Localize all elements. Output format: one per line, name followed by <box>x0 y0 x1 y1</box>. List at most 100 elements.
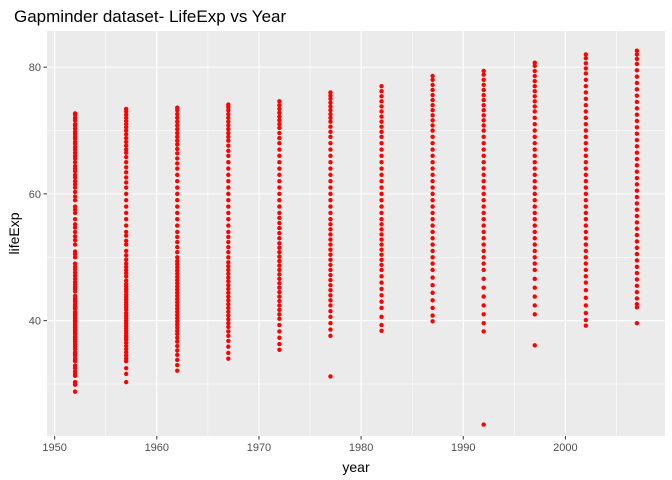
data-point <box>328 93 333 98</box>
data-point <box>226 217 231 222</box>
data-point <box>277 159 282 165</box>
data-point <box>72 172 78 178</box>
data-point <box>226 172 231 178</box>
data-point <box>634 99 640 105</box>
data-point <box>481 134 486 140</box>
data-point <box>583 115 589 121</box>
data-point <box>583 185 589 190</box>
data-point <box>634 68 640 73</box>
data-point <box>226 123 231 128</box>
data-point <box>379 257 384 263</box>
data-point <box>277 135 282 141</box>
data-point <box>481 82 486 88</box>
data-point <box>379 89 384 94</box>
data-point <box>123 278 129 283</box>
data-point <box>175 325 180 330</box>
data-point <box>72 369 78 374</box>
data-point <box>277 210 282 216</box>
data-point <box>634 156 640 162</box>
data-point <box>72 159 78 165</box>
data-point <box>634 131 640 136</box>
data-point <box>72 182 78 187</box>
data-point <box>123 128 129 133</box>
data-point <box>226 204 231 209</box>
data-point <box>328 242 333 247</box>
data-point <box>532 140 537 146</box>
data-point <box>379 286 384 292</box>
data-point <box>277 249 282 255</box>
data-point <box>226 305 231 311</box>
data-point <box>379 314 384 320</box>
data-point <box>379 179 384 184</box>
data-point <box>123 346 129 352</box>
data-point <box>175 234 180 240</box>
data-point <box>634 118 640 124</box>
data-point <box>328 115 333 121</box>
data-point <box>123 159 129 165</box>
data-point <box>175 204 180 209</box>
data-point <box>532 261 537 266</box>
data-point <box>430 92 435 98</box>
data-point <box>634 137 640 143</box>
data-point <box>175 119 180 124</box>
data-point <box>226 294 231 299</box>
data-point <box>379 217 384 222</box>
data-point <box>328 159 333 165</box>
data-point <box>634 270 640 276</box>
data-point <box>226 239 231 245</box>
data-point <box>481 179 486 184</box>
data-point <box>583 102 589 108</box>
data-point <box>532 198 537 203</box>
data-point <box>328 282 333 288</box>
data-point <box>175 191 180 197</box>
data-point <box>226 210 231 216</box>
data-point <box>175 146 180 152</box>
data-point <box>123 135 129 141</box>
data-point <box>277 276 282 282</box>
data-point <box>379 129 384 134</box>
data-point <box>379 172 384 178</box>
data-point <box>532 147 537 152</box>
data-point <box>481 320 486 326</box>
data-point <box>175 274 180 280</box>
data-point <box>481 191 486 197</box>
data-point <box>430 305 435 311</box>
data-point <box>72 153 78 159</box>
data-point <box>277 166 282 171</box>
data-point <box>532 179 537 184</box>
data-point <box>481 242 486 247</box>
data-point <box>379 227 384 232</box>
data-point <box>430 319 435 324</box>
data-point <box>481 77 486 83</box>
data-point <box>277 191 282 197</box>
data-point <box>123 292 129 297</box>
data-point <box>123 248 129 254</box>
data-point <box>532 294 537 299</box>
data-point <box>277 225 282 231</box>
data-point <box>72 185 78 190</box>
data-point <box>532 115 537 121</box>
data-point <box>583 236 589 241</box>
data-point <box>226 286 231 292</box>
data-point <box>481 128 486 133</box>
data-point <box>277 172 282 178</box>
data-point <box>379 322 384 328</box>
data-point <box>583 323 589 328</box>
data-point <box>379 267 384 273</box>
data-point <box>532 99 537 104</box>
data-point <box>328 303 333 308</box>
data-point <box>123 340 129 346</box>
data-point <box>175 134 180 140</box>
data-point <box>481 236 486 241</box>
data-point <box>481 185 486 190</box>
data-point <box>72 179 78 184</box>
data-point <box>72 249 78 254</box>
data-point <box>532 128 537 133</box>
data-point <box>226 134 231 140</box>
data-point <box>532 276 537 282</box>
data-point <box>481 92 486 98</box>
data-point <box>277 285 282 290</box>
data-point <box>72 222 78 227</box>
data-point <box>481 118 486 123</box>
data-point <box>481 255 486 260</box>
